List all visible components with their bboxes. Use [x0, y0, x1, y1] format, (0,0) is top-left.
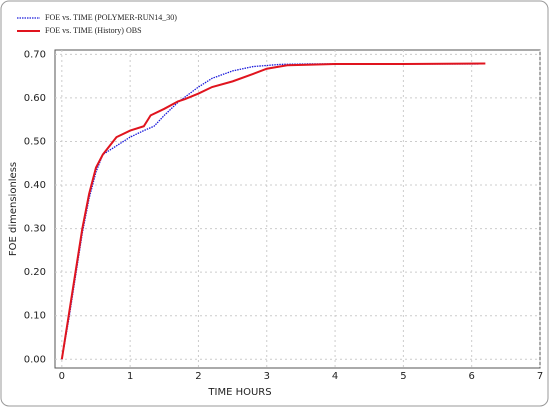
- x-axis-title: TIME HOURS: [207, 387, 271, 398]
- x-tick-label: 0: [59, 371, 65, 382]
- x-tick-label: 7: [537, 371, 543, 382]
- plot-frame: [54, 49, 541, 369]
- y-tick-label: 0.50: [24, 136, 46, 147]
- y-tick-label: 0.00: [24, 354, 46, 365]
- x-tick-label: 2: [195, 371, 201, 382]
- legend-label: FOE vs. TIME (History) OBS: [45, 26, 142, 35]
- y-tick-label: 0.10: [24, 311, 46, 322]
- x-tick-label: 4: [332, 371, 338, 382]
- legend-label: FOE vs. TIME (POLYMER-RUN14_30): [45, 13, 177, 22]
- x-tick-label: 5: [400, 371, 406, 382]
- y-tick-label: 0.40: [24, 180, 46, 191]
- x-tick-label: 1: [127, 371, 133, 382]
- series-line: [60, 62, 486, 360]
- y-tick-label: 0.30: [24, 224, 46, 235]
- y-tick-label: 0.70: [24, 49, 46, 60]
- x-tick-label: 3: [264, 371, 270, 382]
- x-tick-label: 6: [469, 371, 475, 382]
- y-tick-label: 0.20: [24, 267, 46, 278]
- y-axis-title: FOE dimensionless: [8, 162, 19, 256]
- y-tick-label: 0.60: [24, 93, 46, 104]
